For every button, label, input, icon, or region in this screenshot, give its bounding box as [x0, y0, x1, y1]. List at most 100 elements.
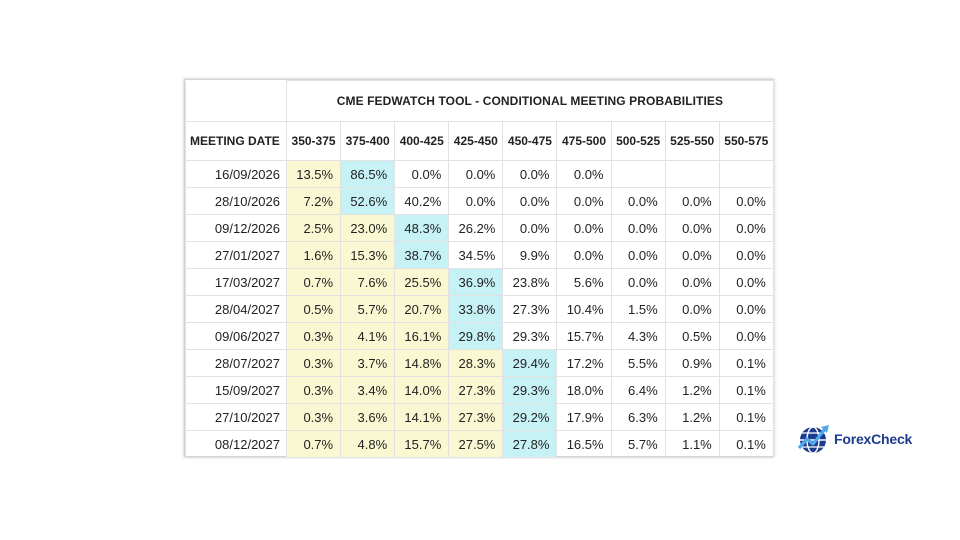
probability-cell: 0.0% — [718, 241, 774, 269]
probability-cell: 0.0% — [664, 241, 720, 269]
probability-cell: 14.1% — [394, 403, 450, 431]
probability-cell: 0.1% — [718, 403, 774, 431]
table-row: 27/10/2027 0.3% 3.6% 14.1% 27.3% 29.2% 17.9% 6.… — [185, 403, 774, 431]
probability-cell: 4.1% — [340, 322, 396, 350]
table-row: 28/04/2027 0.5% 5.7% 20.7% 33.8% 27.3% 10.4% 1.… — [185, 295, 774, 323]
table-row: 27/01/2027 1.6% 15.3% 38.7% 34.5% 9.9% 0.0% 0.0… — [185, 241, 774, 269]
probability-cell: 18.0% — [556, 376, 612, 404]
probability-cell: 5.7% — [610, 430, 666, 458]
meeting-date-cell: 27/01/2027 — [185, 241, 287, 269]
probability-cell: 1.2% — [664, 376, 720, 404]
probability-cell: 0.1% — [718, 376, 774, 404]
probability-cell — [718, 160, 774, 188]
table-title: CME FEDWATCH TOOL - CONDITIONAL MEETING … — [286, 80, 774, 122]
probability-cell: 13.5% — [285, 160, 342, 188]
probability-cell: 0.0% — [556, 241, 612, 269]
forexcheck-logo: ForexCheck — [797, 421, 912, 457]
probability-cell: 1.2% — [664, 403, 720, 431]
probability-cell: 14.0% — [394, 376, 450, 404]
probability-cell: 0.0% — [448, 160, 504, 188]
rate-header: 550-575 — [718, 121, 774, 161]
table-row: 16/09/2026 13.5% 86.5% 0.0% 0.0% 0.0% 0.0% — [185, 160, 774, 188]
probability-cell: 15.7% — [394, 430, 450, 458]
probability-cell: 40.2% — [394, 187, 450, 215]
probability-cell: 16.1% — [394, 322, 450, 350]
meeting-date-cell: 28/04/2027 — [185, 295, 287, 323]
probability-cell: 36.9% — [448, 268, 504, 296]
probability-cell: 0.0% — [718, 187, 774, 215]
rate-header: 350-375 — [285, 121, 342, 161]
probability-cell: 0.7% — [285, 268, 342, 296]
probability-cell: 23.8% — [502, 268, 558, 296]
probability-cell: 5.5% — [610, 349, 666, 377]
table-body: 16/09/2026 13.5% 86.5% 0.0% 0.0% 0.0% 0.0% 28/1… — [185, 160, 774, 458]
probability-cell: 29.2% — [502, 403, 558, 431]
probability-cell: 52.6% — [340, 187, 396, 215]
probability-cell: 15.7% — [556, 322, 612, 350]
probability-cell: 0.7% — [285, 430, 342, 458]
probability-cell: 29.8% — [448, 322, 504, 350]
probability-cell: 0.3% — [285, 376, 342, 404]
fedwatch-table: CME FEDWATCH TOOL - CONDITIONAL MEETING … — [185, 80, 774, 458]
probability-cell: 3.4% — [340, 376, 396, 404]
probability-cell: 6.4% — [610, 376, 666, 404]
rate-header: 400-425 — [394, 121, 450, 161]
probability-cell: 0.3% — [285, 349, 342, 377]
probability-cell: 4.3% — [610, 322, 666, 350]
probability-cell: 27.3% — [448, 376, 504, 404]
probability-cell: 38.7% — [394, 241, 450, 269]
probability-cell: 7.6% — [340, 268, 396, 296]
probability-cell: 0.0% — [718, 214, 774, 242]
probability-cell: 5.6% — [556, 268, 612, 296]
probability-cell: 0.0% — [502, 214, 558, 242]
table-title-row: CME FEDWATCH TOOL - CONDITIONAL MEETING … — [185, 80, 774, 122]
probability-cell: 9.9% — [502, 241, 558, 269]
probability-cell: 1.1% — [664, 430, 720, 458]
probability-cell: 0.5% — [285, 295, 342, 323]
probability-cell: 0.0% — [718, 295, 774, 323]
meeting-date-cell: 28/10/2026 — [185, 187, 287, 215]
probability-cell: 17.9% — [556, 403, 612, 431]
meeting-date-cell: 08/12/2027 — [185, 430, 287, 458]
probability-cell — [610, 160, 666, 188]
table-row: 17/03/2027 0.7% 7.6% 25.5% 36.9% 23.8% 5.6% 0.0… — [185, 268, 774, 296]
rate-header: 375-400 — [340, 121, 396, 161]
title-blank-cell — [185, 80, 287, 122]
probability-cell: 10.4% — [556, 295, 612, 323]
probability-cell: 0.0% — [718, 322, 774, 350]
probability-cell: 33.8% — [448, 295, 504, 323]
probability-cell: 0.1% — [718, 430, 774, 458]
probability-cell: 27.5% — [448, 430, 504, 458]
probability-cell: 86.5% — [340, 160, 396, 188]
probability-cell: 0.0% — [610, 241, 666, 269]
table-row: 28/07/2027 0.3% 3.7% 14.8% 28.3% 29.4% 17.2% 5.… — [185, 349, 774, 377]
meeting-date-cell: 09/12/2026 — [185, 214, 287, 242]
probability-cell: 4.8% — [340, 430, 396, 458]
logo-text: ForexCheck — [834, 431, 913, 447]
probability-cell: 6.3% — [610, 403, 666, 431]
probability-cell: 0.0% — [502, 160, 558, 188]
table-header-row: MEETING DATE 350-375 375-400 400-425 425… — [185, 121, 774, 161]
probability-cell: 1.6% — [285, 241, 342, 269]
probability-cell: 29.4% — [502, 349, 558, 377]
probability-cell: 29.3% — [502, 376, 558, 404]
probability-cell: 0.0% — [664, 295, 720, 323]
probability-cell: 3.7% — [340, 349, 396, 377]
probability-cell: 0.9% — [664, 349, 720, 377]
probability-cell: 0.0% — [664, 268, 720, 296]
probability-cell: 16.5% — [556, 430, 612, 458]
probability-cell: 0.0% — [664, 187, 720, 215]
table-row: 28/10/2026 7.2% 52.6% 40.2% 0.0% 0.0% 0.0% 0.0%… — [185, 187, 774, 215]
probability-cell: 5.7% — [340, 295, 396, 323]
probability-cell: 28.3% — [448, 349, 504, 377]
probability-cell: 29.3% — [502, 322, 558, 350]
probability-cell: 14.8% — [394, 349, 450, 377]
table-row: 09/12/2026 2.5% 23.0% 48.3% 26.2% 0.0% 0.0% 0.0… — [185, 214, 774, 242]
probability-cell: 0.3% — [285, 403, 342, 431]
probability-cell: 0.3% — [285, 322, 342, 350]
meeting-date-cell: 28/07/2027 — [185, 349, 287, 377]
meeting-date-cell: 17/03/2027 — [185, 268, 287, 296]
meeting-date-cell: 09/06/2027 — [185, 322, 287, 350]
table-row: 09/06/2027 0.3% 4.1% 16.1% 29.8% 29.3% 15.7% 4.… — [185, 322, 774, 350]
table-row: 08/12/2027 0.7% 4.8% 15.7% 27.5% 27.8% 16.5% 5.… — [185, 430, 774, 458]
